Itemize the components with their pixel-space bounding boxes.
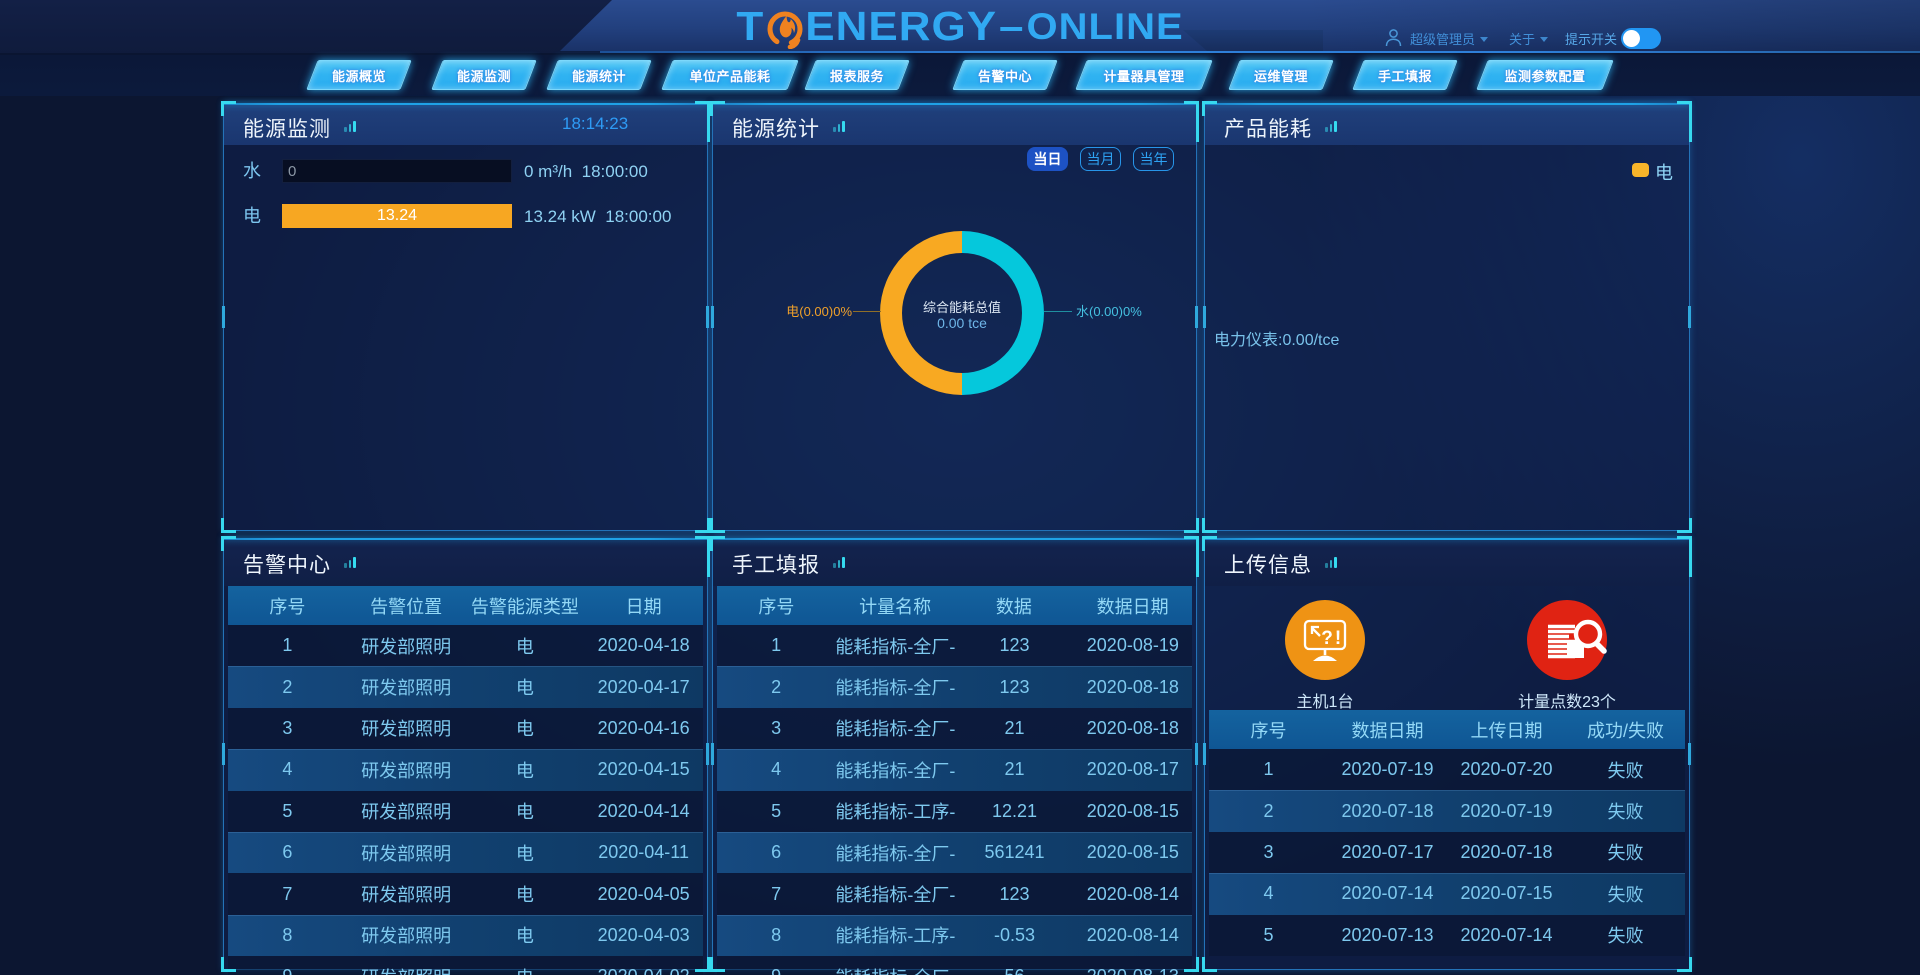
svg-text:!: !: [1335, 628, 1341, 649]
svg-text:?: ?: [1321, 628, 1333, 649]
